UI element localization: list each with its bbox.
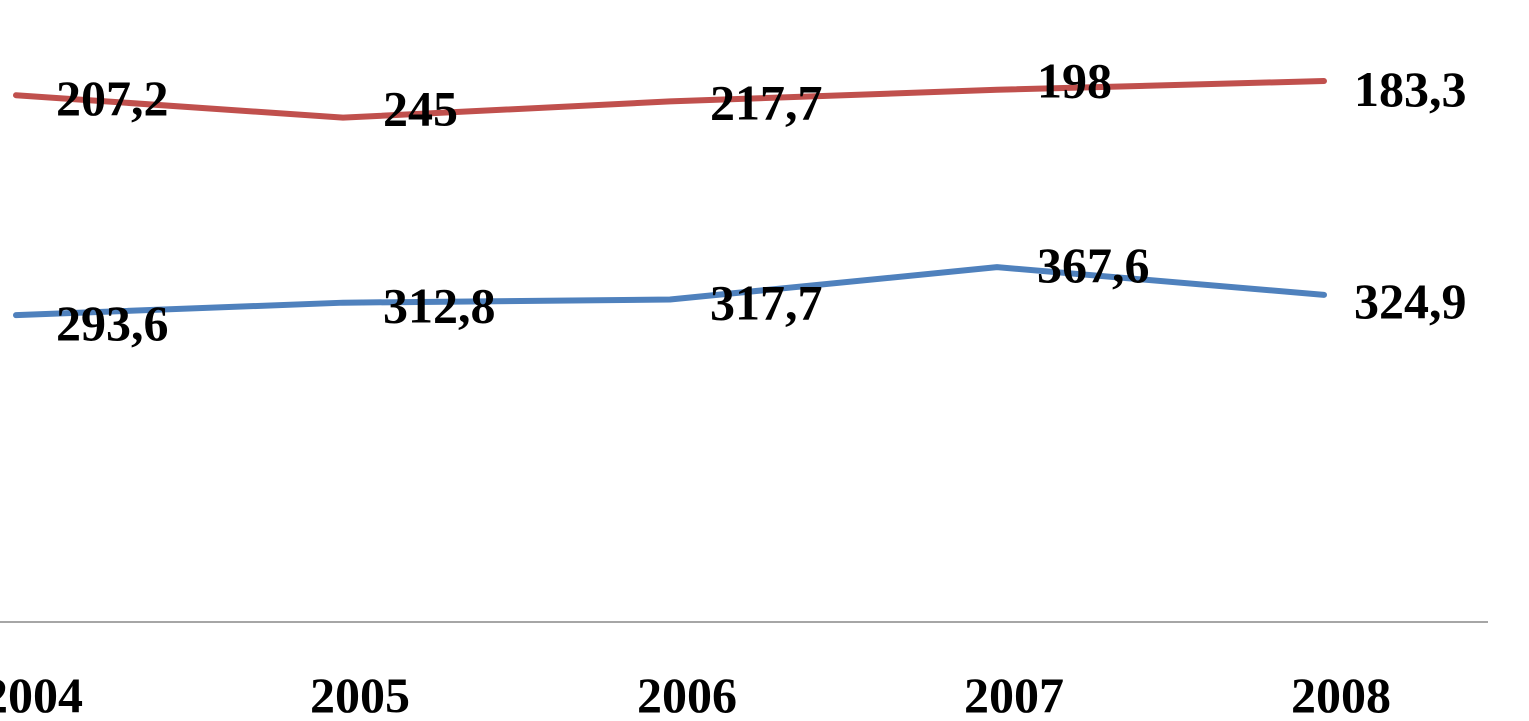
data-label-series-1-2008: 183,3	[1354, 61, 1467, 117]
data-label-series-2-2008: 324,9	[1354, 273, 1467, 329]
data-label-layer: 207,2 245 217,7 198 183,3 293,6 312,8 317,7 367,…	[56, 53, 1467, 351]
x-tick-layer: 2004 2005 2006 2007 2008	[0, 667, 1391, 721]
data-label-series-2-2005: 312,8	[383, 278, 496, 334]
series-layer	[13, 78, 1327, 319]
data-label-series-2-2007: 367,6	[1037, 237, 1150, 293]
data-label-series-1-2007: 198	[1037, 53, 1112, 109]
x-tick-label-2008: 2008	[1291, 667, 1391, 721]
x-tick-label-2006: 2006	[637, 667, 737, 721]
x-tick-label-2004: 2004	[0, 667, 83, 721]
x-tick-label-2005: 2005	[310, 667, 410, 721]
data-label-series-1-2004: 207,2	[56, 70, 169, 126]
x-tick-label-2007: 2007	[964, 667, 1064, 721]
series-line-1	[13, 78, 1327, 121]
data-label-series-1-2006: 217,7	[710, 74, 823, 130]
data-label-series-2-2004: 293,6	[56, 295, 169, 351]
data-label-series-2-2006: 317,7	[710, 275, 823, 331]
data-label-series-1-2005: 245	[383, 81, 458, 137]
series-line-2	[13, 264, 1327, 319]
